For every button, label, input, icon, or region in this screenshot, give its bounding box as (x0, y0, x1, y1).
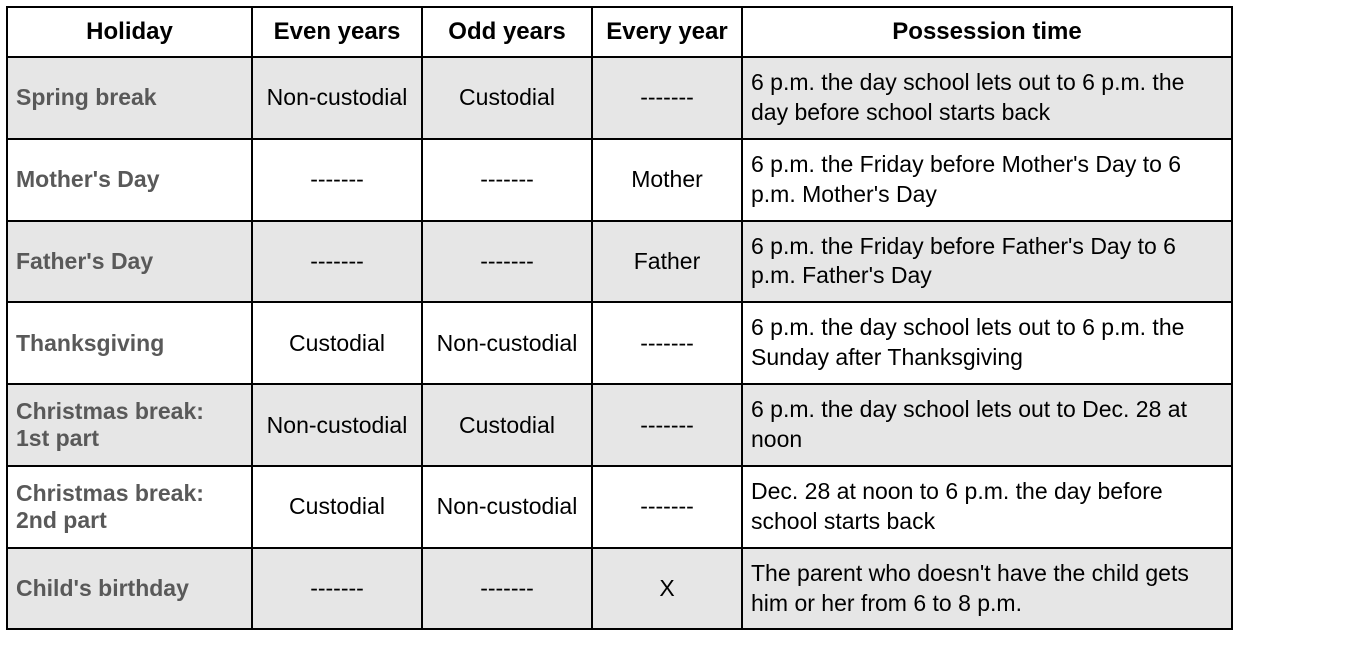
possession-cell: The parent who doesn't have the child ge… (742, 548, 1232, 630)
holiday-cell: Father's Day (7, 221, 252, 303)
every-cell: ------- (592, 384, 742, 466)
col-header-even: Even years (252, 7, 422, 57)
every-cell: X (592, 548, 742, 630)
odd-cell: Non-custodial (422, 466, 592, 548)
holiday-cell: Spring break (7, 57, 252, 139)
table-row: Mother's Day ------- ------- Mother 6 p.… (7, 139, 1232, 221)
holiday-cell: Thanksgiving (7, 302, 252, 384)
even-cell: ------- (252, 139, 422, 221)
odd-cell: ------- (422, 548, 592, 630)
odd-cell: Non-custodial (422, 302, 592, 384)
even-cell: Non-custodial (252, 384, 422, 466)
possession-cell: 6 p.m. the day school lets out to 6 p.m.… (742, 302, 1232, 384)
holiday-cell: Christmas break: 2nd part (7, 466, 252, 548)
odd-cell: ------- (422, 221, 592, 303)
even-cell: Custodial (252, 302, 422, 384)
every-cell: Mother (592, 139, 742, 221)
table-row: Child's birthday ------- ------- X The p… (7, 548, 1232, 630)
every-cell: ------- (592, 466, 742, 548)
table-body: Spring break Non-custodial Custodial ---… (7, 57, 1232, 629)
possession-cell: Dec. 28 at noon to 6 p.m. the day before… (742, 466, 1232, 548)
table-row: Christmas break: 2nd part Custodial Non-… (7, 466, 1232, 548)
every-cell: ------- (592, 57, 742, 139)
odd-cell: Custodial (422, 57, 592, 139)
possession-cell: 6 p.m. the Friday before Father's Day to… (742, 221, 1232, 303)
col-header-odd: Odd years (422, 7, 592, 57)
possession-schedule-table: Holiday Even years Odd years Every year … (6, 6, 1233, 630)
odd-cell: Custodial (422, 384, 592, 466)
table-row: Father's Day ------- ------- Father 6 p.… (7, 221, 1232, 303)
even-cell: ------- (252, 221, 422, 303)
holiday-cell: Child's birthday (7, 548, 252, 630)
table-row: Christmas break: 1st part Non-custodial … (7, 384, 1232, 466)
col-header-every: Every year (592, 7, 742, 57)
possession-cell: 6 p.m. the Friday before Mother's Day to… (742, 139, 1232, 221)
even-cell: Non-custodial (252, 57, 422, 139)
table-row: Spring break Non-custodial Custodial ---… (7, 57, 1232, 139)
col-header-holiday: Holiday (7, 7, 252, 57)
table-header-row: Holiday Even years Odd years Every year … (7, 7, 1232, 57)
holiday-cell: Christmas break: 1st part (7, 384, 252, 466)
every-cell: Father (592, 221, 742, 303)
holiday-cell: Mother's Day (7, 139, 252, 221)
even-cell: ------- (252, 548, 422, 630)
table-row: Thanksgiving Custodial Non-custodial ---… (7, 302, 1232, 384)
possession-cell: 6 p.m. the day school lets out to 6 p.m.… (742, 57, 1232, 139)
odd-cell: ------- (422, 139, 592, 221)
possession-cell: 6 p.m. the day school lets out to Dec. 2… (742, 384, 1232, 466)
every-cell: ------- (592, 302, 742, 384)
even-cell: Custodial (252, 466, 422, 548)
col-header-possession: Possession time (742, 7, 1232, 57)
